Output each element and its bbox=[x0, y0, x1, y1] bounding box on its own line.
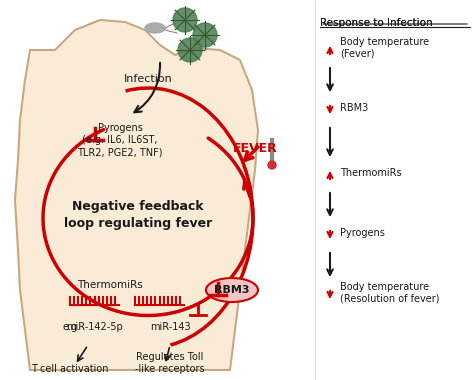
Text: Pyrogens
(e.g. IL6, IL6ST,
TLR2, PGE2, TNF): Pyrogens (e.g. IL6, IL6ST, TLR2, PGE2, T… bbox=[77, 123, 163, 157]
Text: RBM3: RBM3 bbox=[214, 285, 250, 295]
Ellipse shape bbox=[206, 278, 258, 302]
Text: FEVER: FEVER bbox=[233, 141, 277, 155]
Text: ThermomiRs: ThermomiRs bbox=[77, 280, 143, 290]
Text: Negative feedback
loop regulating fever: Negative feedback loop regulating fever bbox=[64, 200, 212, 230]
Text: Infection: Infection bbox=[124, 74, 173, 84]
Ellipse shape bbox=[145, 23, 165, 33]
Text: Response to Infection: Response to Infection bbox=[320, 18, 433, 28]
Circle shape bbox=[193, 23, 217, 47]
Text: Regulates Toll
-like receptors: Regulates Toll -like receptors bbox=[135, 352, 205, 374]
Text: Body temperature
(Resolution of fever): Body temperature (Resolution of fever) bbox=[340, 282, 439, 304]
PathPatch shape bbox=[15, 20, 258, 370]
Circle shape bbox=[268, 161, 276, 169]
Text: ThermomiRs: ThermomiRs bbox=[340, 168, 401, 178]
Text: miR-143: miR-143 bbox=[150, 322, 191, 332]
Text: RBM3: RBM3 bbox=[340, 103, 368, 113]
Circle shape bbox=[173, 8, 197, 32]
Text: Body temperature
(Fever): Body temperature (Fever) bbox=[340, 37, 429, 59]
Circle shape bbox=[178, 38, 202, 62]
Text: e.g.: e.g. bbox=[63, 322, 81, 332]
Text: T cell activation: T cell activation bbox=[31, 364, 109, 374]
Text: Response to Infection: Response to Infection bbox=[320, 18, 433, 28]
Text: miR-142-5p: miR-142-5p bbox=[67, 322, 123, 332]
Text: Pyrogens: Pyrogens bbox=[340, 228, 385, 238]
